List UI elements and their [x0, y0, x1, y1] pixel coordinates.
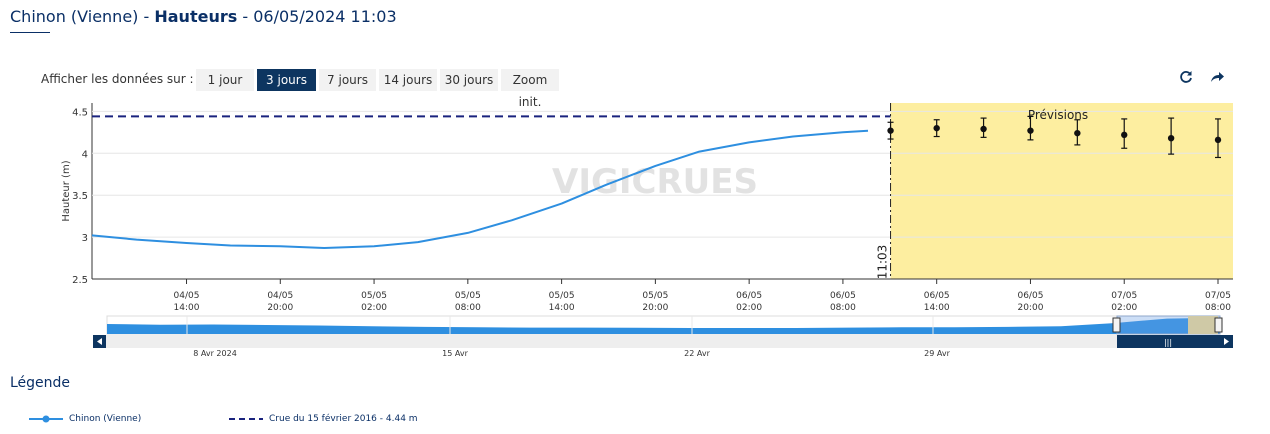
x-tick-date: 06/05: [736, 291, 762, 301]
navigator-scrollbar-thumb[interactable]: [1117, 335, 1220, 348]
datetime: 06/05/2024 11:03: [253, 7, 397, 26]
legend-series-label: Chinon (Vienne): [69, 414, 142, 424]
x-tick-time: 14:00: [174, 303, 200, 313]
x-tick-time: 20:00: [1017, 303, 1043, 313]
x-tick-date: 07/05: [1205, 291, 1231, 301]
navigator-handle-left[interactable]: [1112, 317, 1121, 333]
period-label: Afficher les données sur :: [41, 72, 194, 86]
x-tick-time: 08:00: [455, 303, 481, 313]
x-tick-time: 20:00: [642, 303, 668, 313]
navigator-area: [107, 317, 1220, 334]
x-tick-time: 20:00: [267, 303, 293, 313]
forecast-point: [1027, 127, 1034, 134]
series-line-chinon: [91, 129, 869, 249]
x-tick-date: 06/05: [924, 291, 950, 301]
x-tick-date: 07/05: [1111, 291, 1137, 301]
forecast-point: [980, 125, 987, 133]
measure-name: Hauteurs: [154, 7, 238, 26]
scroll-left-arrow-icon: [97, 338, 102, 345]
navigator-label: 22 Avr: [684, 349, 710, 358]
share-icon[interactable]: [1208, 68, 1226, 86]
y-tick-label: 3: [82, 233, 88, 244]
forecast-point: [933, 124, 940, 132]
page-title: Chinon (Vienne) - Hauteurs - 06/05/2024 …: [10, 7, 397, 26]
navigator-scrollbar-track[interactable]: [93, 335, 1233, 348]
navigator-label: 29 Avr: [924, 349, 950, 358]
navigator-forecast-zone: [1188, 316, 1218, 334]
legend-threshold-label: Crue du 15 février 2016 - 4.44 m: [269, 414, 418, 424]
x-tick-date: 05/05: [549, 291, 575, 301]
period-3-days-button[interactable]: 3 jours: [257, 69, 316, 91]
x-tick-date: 06/05: [830, 291, 856, 301]
scrollbar-grip-icon: |||: [1164, 338, 1172, 347]
y-tick-label: 4: [82, 149, 88, 160]
x-tick-time: 08:00: [830, 303, 856, 313]
y-axis-title: Hauteur (m): [61, 160, 72, 221]
forecast-point: [1167, 135, 1175, 142]
x-tick-date: 04/05: [174, 291, 200, 301]
refresh-icon[interactable]: [1177, 68, 1195, 86]
legend-title: Légende: [10, 375, 71, 391]
watermark: VIGICRUES: [552, 162, 758, 202]
x-tick-time: 02:00: [736, 303, 762, 313]
x-tick-date: 04/05: [267, 291, 293, 301]
period-7-days-button[interactable]: 7 jours: [319, 69, 376, 91]
navigator-label: 8 Avr 2024: [193, 349, 237, 358]
period-1-day-button[interactable]: 1 jour: [196, 69, 254, 91]
legend-series-line-icon: [29, 415, 63, 423]
forecast-point: [1121, 131, 1128, 139]
x-tick-time: 08:00: [1205, 303, 1231, 313]
zoom-init-button[interactable]: Zoom init.: [501, 69, 559, 109]
x-tick-date: 06/05: [1017, 291, 1043, 301]
hauteurs-chart: VIGICRUES 11:03 Prévisions 2.5 3 3.5 4 4.5 Hau…: [61, 103, 1233, 358]
forecast-point: [887, 127, 894, 134]
forecast-point: [1214, 136, 1222, 144]
x-tick-date: 05/05: [361, 291, 387, 301]
x-tick-time: 14:00: [924, 303, 950, 313]
forecast-label: Prévisions: [1028, 108, 1088, 122]
y-tick-label: 4.5: [72, 107, 88, 118]
legend-threshold[interactable]: Crue du 15 février 2016 - 4.44 m: [229, 411, 418, 427]
x-tick-time: 02:00: [361, 303, 387, 313]
forecast-band: [890, 103, 1233, 279]
x-tick-time: 14:00: [549, 303, 575, 313]
navigator-label: 15 Avr: [442, 349, 468, 358]
period-14-days-button[interactable]: 14 jours: [379, 69, 437, 91]
x-tick-date: 05/05: [642, 291, 668, 301]
y-tick-label: 3.5: [72, 191, 88, 202]
x-tick-time: 02:00: [1111, 303, 1137, 313]
station-name: Chinon (Vienne): [10, 7, 139, 26]
y-tick-label: 2.5: [72, 275, 88, 286]
title-underline: [10, 32, 50, 33]
scroll-right-arrow-icon: [1224, 338, 1229, 345]
now-label: 11:03: [876, 245, 890, 280]
legend-series[interactable]: Chinon (Vienne): [29, 411, 141, 427]
legend-threshold-dash-icon: [229, 418, 263, 420]
x-tick-date: 05/05: [455, 291, 481, 301]
navigator-handle-right[interactable]: [1214, 317, 1223, 333]
forecast-point: [1074, 129, 1081, 137]
period-30-days-button[interactable]: 30 jours: [440, 69, 498, 91]
